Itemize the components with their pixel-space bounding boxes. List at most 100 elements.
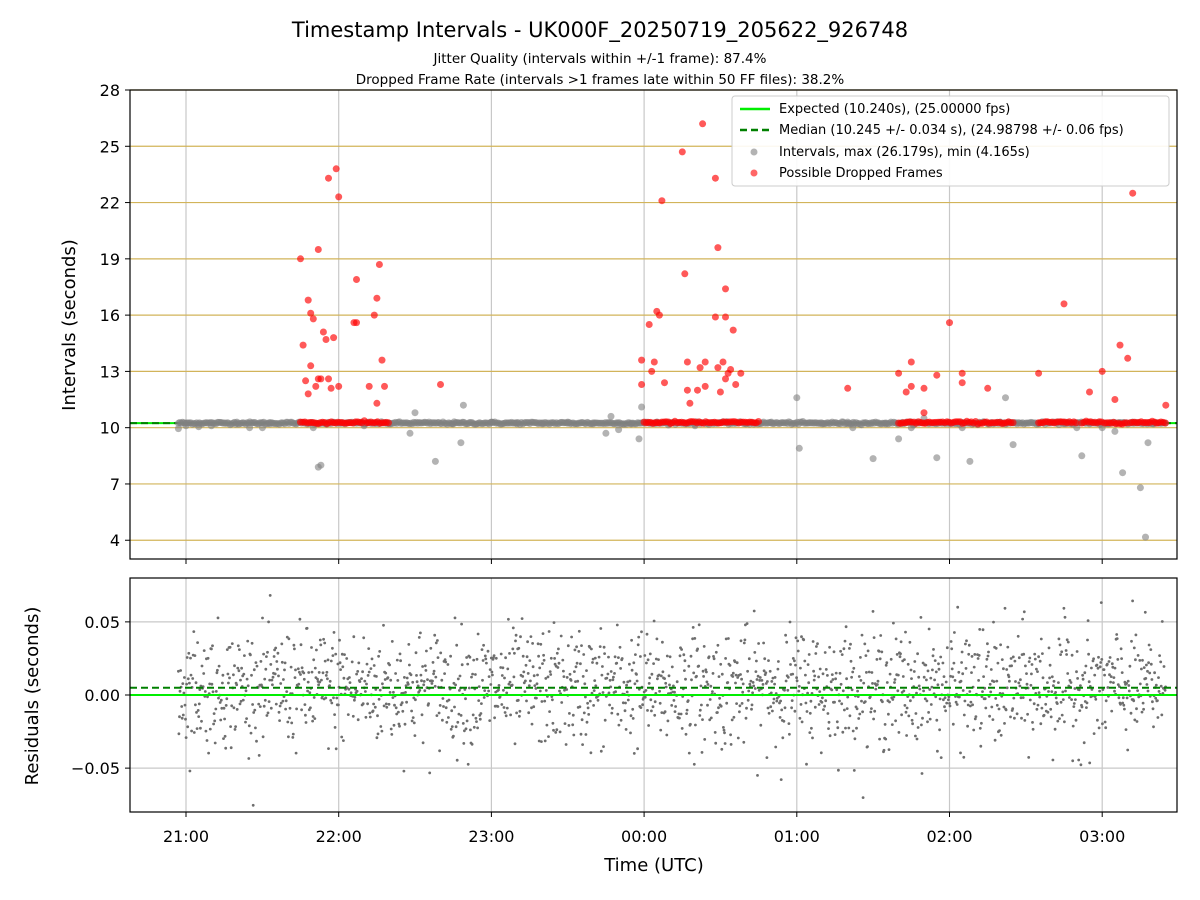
interval-point bbox=[406, 429, 414, 437]
residual-point bbox=[1065, 638, 1069, 642]
residual-point bbox=[287, 637, 291, 641]
residual-point bbox=[820, 700, 824, 704]
residual-point bbox=[967, 643, 971, 647]
residual-point bbox=[1100, 658, 1104, 661]
residual-point bbox=[392, 723, 396, 727]
residual-point bbox=[958, 695, 961, 699]
residual-point bbox=[1092, 657, 1095, 661]
residual-point bbox=[1127, 684, 1131, 687]
residual-point bbox=[557, 647, 560, 651]
residual-point bbox=[196, 709, 200, 712]
residual-point bbox=[252, 711, 256, 714]
residual-point bbox=[403, 676, 406, 679]
residual-point bbox=[302, 671, 306, 675]
residual-point bbox=[482, 696, 486, 699]
residual-point bbox=[879, 634, 883, 637]
residual-point bbox=[982, 675, 985, 678]
residual-point bbox=[597, 655, 601, 659]
residual-point bbox=[828, 734, 832, 738]
residual-point bbox=[692, 762, 696, 766]
residual-point bbox=[870, 671, 874, 674]
interval-point bbox=[207, 422, 215, 430]
residual-point bbox=[685, 712, 688, 715]
residual-point bbox=[872, 717, 875, 721]
residual-point bbox=[531, 642, 534, 645]
residual-point bbox=[215, 671, 219, 675]
residual-point bbox=[743, 638, 747, 642]
residual-point bbox=[852, 666, 856, 670]
residual-point bbox=[477, 685, 481, 688]
residual-point bbox=[508, 680, 512, 684]
residual-point bbox=[835, 720, 839, 724]
residual-point bbox=[400, 701, 404, 705]
residual-point bbox=[697, 623, 701, 627]
residual-point bbox=[541, 632, 545, 635]
residual-point bbox=[770, 680, 774, 683]
residual-point bbox=[812, 669, 815, 673]
residual-point bbox=[434, 675, 438, 679]
dropped-frame-point bbox=[719, 358, 727, 366]
x-tick-label: 23:00 bbox=[468, 827, 514, 846]
residual-point bbox=[298, 670, 301, 674]
residual-point bbox=[617, 656, 620, 659]
residual-point bbox=[892, 621, 895, 625]
interval-point bbox=[844, 418, 852, 426]
residual-point bbox=[994, 646, 998, 650]
residual-point bbox=[524, 663, 528, 667]
residual-point bbox=[1021, 617, 1024, 621]
residual-point bbox=[1060, 650, 1064, 654]
residual-point bbox=[318, 638, 322, 642]
residual-point bbox=[650, 672, 654, 676]
residual-point bbox=[740, 677, 743, 681]
residual-point bbox=[583, 682, 587, 686]
dropped-frame-point bbox=[370, 311, 378, 319]
dropped-frame-point bbox=[844, 384, 852, 392]
residual-point bbox=[859, 656, 862, 659]
intervals-y-tick-label: 4 bbox=[110, 531, 120, 550]
residual-point bbox=[574, 680, 577, 683]
residual-point bbox=[415, 674, 418, 677]
residual-point bbox=[766, 706, 770, 710]
residual-point bbox=[306, 689, 309, 693]
residual-point bbox=[367, 670, 371, 674]
residual-point bbox=[1096, 666, 1100, 670]
residual-point bbox=[272, 655, 276, 658]
residual-point bbox=[546, 675, 550, 679]
residual-point bbox=[943, 705, 946, 709]
residual-point bbox=[866, 649, 870, 653]
residual-point bbox=[450, 725, 454, 728]
residual-point bbox=[960, 661, 963, 664]
residual-point bbox=[847, 726, 851, 730]
residual-point bbox=[976, 657, 980, 660]
dropped-frame-point bbox=[638, 381, 646, 388]
residual-point bbox=[269, 663, 273, 666]
residual-point bbox=[630, 638, 633, 642]
residual-point bbox=[565, 676, 569, 679]
residual-point bbox=[773, 676, 777, 679]
residual-point bbox=[922, 675, 926, 679]
residual-point bbox=[455, 643, 459, 647]
residual-point bbox=[538, 666, 542, 670]
interval-point bbox=[246, 424, 254, 432]
residual-point bbox=[1149, 648, 1153, 651]
residual-point bbox=[543, 699, 547, 703]
residual-point bbox=[352, 635, 356, 639]
residual-point bbox=[673, 710, 677, 713]
residual-point bbox=[900, 713, 903, 717]
residual-point bbox=[555, 728, 559, 732]
interval-point bbox=[1078, 452, 1086, 460]
residual-point bbox=[663, 710, 667, 714]
residual-point bbox=[989, 668, 993, 671]
residual-point bbox=[948, 702, 951, 705]
residual-point bbox=[884, 663, 888, 667]
residual-point bbox=[270, 678, 274, 682]
residual-point bbox=[615, 661, 619, 665]
residual-point bbox=[509, 713, 512, 717]
residual-point bbox=[628, 679, 632, 683]
residual-point bbox=[1035, 707, 1039, 711]
residual-point bbox=[757, 642, 760, 645]
residual-point bbox=[821, 696, 824, 700]
residual-point bbox=[1128, 664, 1132, 668]
residual-point bbox=[1149, 662, 1153, 666]
residual-point bbox=[383, 678, 387, 681]
